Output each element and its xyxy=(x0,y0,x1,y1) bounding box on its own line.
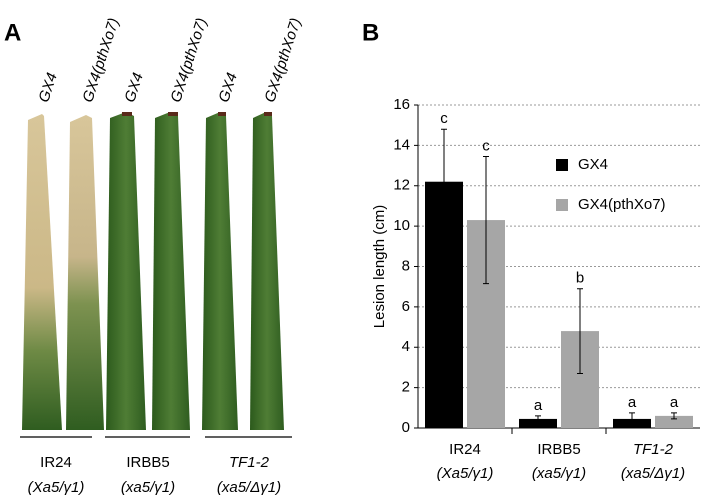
leaf-label: GX4(pthXo7) xyxy=(261,16,304,105)
group-name: IRBB5 xyxy=(126,454,169,471)
group-name: IR24 xyxy=(40,454,72,471)
error-bar xyxy=(441,128,447,235)
group-genotype: (xa5/Δγ1) xyxy=(217,479,281,496)
y-tick-label: 6 xyxy=(402,298,410,315)
group-genotype: (xa5/γ1) xyxy=(121,479,175,496)
x-tick-label: IR24 xyxy=(449,441,481,458)
error-bar xyxy=(671,412,677,420)
x-tick-genotype: (xa5/γ1) xyxy=(532,465,586,482)
legend-swatch xyxy=(556,199,568,211)
y-tick-label: 8 xyxy=(402,257,410,274)
x-tick-label: TF1-2 xyxy=(633,441,674,458)
bar xyxy=(655,415,693,428)
y-tick-label: 16 xyxy=(393,96,410,113)
significance-label: b xyxy=(576,270,584,287)
y-tick-label: 10 xyxy=(393,217,410,234)
panel-label: A xyxy=(4,19,21,46)
y-tick-label: 4 xyxy=(402,338,410,355)
leaf-label: GX4 xyxy=(215,71,240,105)
error-bar xyxy=(483,155,489,285)
leaf-label: GX4(pthXo7) xyxy=(167,16,210,105)
legend-label: GX4(pthXo7) xyxy=(578,196,666,213)
leaf-photo xyxy=(22,112,284,430)
y-tick-label: 2 xyxy=(402,379,410,396)
significance-label: a xyxy=(534,397,543,414)
leaf-label: GX4(pthXo7) xyxy=(79,16,122,105)
error-bar xyxy=(629,412,635,426)
leaf-label: GX4 xyxy=(35,71,60,105)
y-tick-label: 12 xyxy=(393,177,410,194)
bar xyxy=(519,418,557,428)
legend-swatch xyxy=(556,159,568,171)
group-genotype: (Xa5/γ1) xyxy=(28,479,85,496)
y-axis-label: Lesion length (cm) xyxy=(371,205,388,328)
legend-label: GX4 xyxy=(578,156,608,173)
x-tick-genotype: (Xa5/γ1) xyxy=(437,465,494,482)
group-name: TF1-2 xyxy=(229,454,270,471)
significance-label: a xyxy=(628,394,637,411)
error-bar xyxy=(577,288,583,374)
panel-label: B xyxy=(362,19,379,46)
x-tick-genotype: (xa5/Δγ1) xyxy=(621,465,685,482)
significance-label: c xyxy=(440,110,448,127)
x-tick-label: IRBB5 xyxy=(537,441,580,458)
y-tick-label: 14 xyxy=(393,136,410,153)
y-tick-label: 0 xyxy=(402,419,410,436)
significance-label: a xyxy=(670,394,679,411)
leaf-label: GX4 xyxy=(121,71,146,105)
significance-label: c xyxy=(482,137,490,154)
error-bar xyxy=(535,415,541,423)
